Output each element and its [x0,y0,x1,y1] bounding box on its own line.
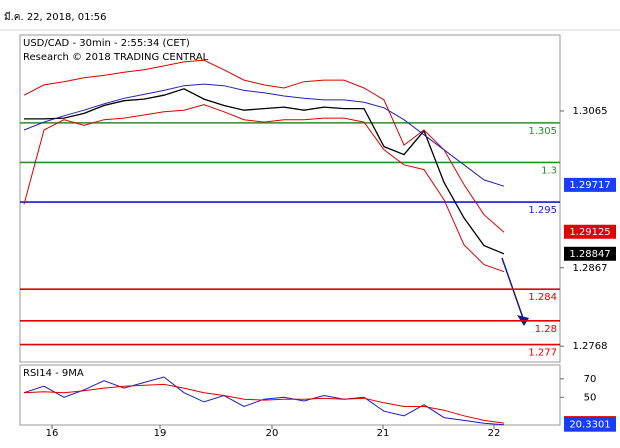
level-label: 1.284 [528,292,557,303]
panel [19,34,561,363]
y-tick-label: 1.2867 [573,263,608,274]
level-label: 1.295 [528,205,557,216]
price-tag [564,224,616,239]
panel [19,364,561,426]
price-tag [564,177,616,192]
timestamp: มี.ค. 22, 2018, 01:56 [4,11,107,23]
y-tick-label: 1.3065 [573,106,608,117]
series-line [23,104,505,273]
series-line [24,88,505,255]
price-tag-label: 1.29717 [569,180,610,191]
level-label: 1.3 [541,165,557,176]
series-line [23,59,505,233]
x-tick-label: 22 [488,428,501,439]
price-tag [564,246,616,261]
series-line [23,83,505,187]
y-tick-label: 50 [584,392,597,403]
price-tag-label: 1.29125 [569,227,610,238]
panel-subtitle: Research © 2018 TRADING CENTRAL [23,52,209,63]
panel-title: RSI14 - 9MA [23,368,84,379]
level-label: 1.305 [528,126,557,137]
price-tag-label: 20.3301 [569,420,610,431]
level-label: 1.277 [528,348,557,359]
x-tick-label: 20 [266,428,279,439]
forecast-arrow [501,257,524,319]
price-tag-label: 1.28847 [569,249,610,260]
x-tick-label: 19 [154,428,167,439]
level-label: 1.28 [535,324,557,335]
y-tick-label: 1.2768 [573,341,608,352]
y-tick-label: 70 [584,374,597,385]
series-line [23,376,505,426]
price-tag [564,417,616,432]
panel-title: USD/CAD - 30min - 2:55:34 (CET) [23,38,190,49]
x-tick-label: 16 [46,428,59,439]
x-tick-label: 21 [377,428,390,439]
series-line [23,383,505,424]
